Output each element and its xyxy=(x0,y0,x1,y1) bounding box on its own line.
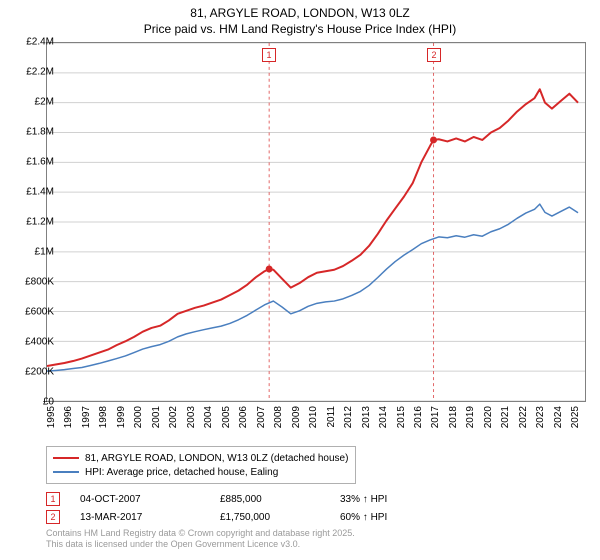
x-tick-label: 2023 xyxy=(535,406,546,428)
x-tick-label: 2019 xyxy=(465,406,476,428)
x-tick-label: 2003 xyxy=(186,406,197,428)
x-tick-label: 2008 xyxy=(273,406,284,428)
legend-swatch xyxy=(53,457,79,459)
x-tick-label: 1999 xyxy=(116,406,127,428)
footer: Contains HM Land Registry data © Crown c… xyxy=(46,528,355,551)
x-tick-label: 2009 xyxy=(291,406,302,428)
x-tick-label: 2020 xyxy=(483,406,494,428)
legend: 81, ARGYLE ROAD, LONDON, W13 0LZ (detach… xyxy=(46,446,586,484)
y-tick-label: £1.2M xyxy=(26,217,54,228)
x-tick-label: 2010 xyxy=(308,406,319,428)
x-tick-label: 2014 xyxy=(378,406,389,428)
x-tick-label: 2001 xyxy=(151,406,162,428)
y-tick-label: £200K xyxy=(25,367,54,378)
chart-svg xyxy=(47,43,585,401)
y-tick-label: £1.4M xyxy=(26,187,54,198)
legend-row: HPI: Average price, detached house, Eali… xyxy=(53,465,349,479)
legend-row: 81, ARGYLE ROAD, LONDON, W13 0LZ (detach… xyxy=(53,451,349,465)
sale-marker-badge: 1 xyxy=(262,48,276,62)
annotation-row: 1 04-OCT-2007 £885,000 33% ↑ HPI xyxy=(46,490,586,508)
annotation-price: £885,000 xyxy=(220,494,320,505)
y-tick-label: £2.2M xyxy=(26,67,54,78)
x-tick-label: 2022 xyxy=(518,406,529,428)
title-line-1: 81, ARGYLE ROAD, LONDON, W13 0LZ xyxy=(0,6,600,22)
footer-line-2: This data is licensed under the Open Gov… xyxy=(46,539,355,550)
sale-marker-badge: 2 xyxy=(427,48,441,62)
y-tick-label: £1.8M xyxy=(26,127,54,138)
legend-label: 81, ARGYLE ROAD, LONDON, W13 0LZ (detach… xyxy=(85,453,348,464)
y-tick-label: £1.6M xyxy=(26,157,54,168)
x-tick-label: 2005 xyxy=(221,406,232,428)
annotation-date: 13-MAR-2017 xyxy=(80,512,200,523)
x-tick-label: 1998 xyxy=(98,406,109,428)
y-tick-label: £400K xyxy=(25,337,54,348)
x-tick-label: 2025 xyxy=(570,406,581,428)
x-tick-label: 2021 xyxy=(500,406,511,428)
x-tick-label: 1995 xyxy=(46,406,57,428)
title-block: 81, ARGYLE ROAD, LONDON, W13 0LZ Price p… xyxy=(0,0,600,37)
x-tick-label: 2011 xyxy=(326,406,337,428)
x-tick-label: 2007 xyxy=(256,406,267,428)
legend-box: 81, ARGYLE ROAD, LONDON, W13 0LZ (detach… xyxy=(46,446,356,484)
annotation-date: 04-OCT-2007 xyxy=(80,494,200,505)
x-tick-label: 2000 xyxy=(133,406,144,428)
sale-annotations: 1 04-OCT-2007 £885,000 33% ↑ HPI 2 13-MAR-201… xyxy=(46,490,586,526)
chart-plot-area xyxy=(46,42,586,402)
x-tick-label: 2006 xyxy=(238,406,249,428)
title-line-2: Price paid vs. HM Land Registry's House … xyxy=(0,22,600,38)
x-tick-label: 2012 xyxy=(343,406,354,428)
y-tick-label: £1M xyxy=(35,247,54,258)
x-tick-label: 1997 xyxy=(81,406,92,428)
x-tick-label: 2004 xyxy=(203,406,214,428)
y-tick-label: £600K xyxy=(25,307,54,318)
x-tick-label: 2015 xyxy=(396,406,407,428)
annotation-badge: 2 xyxy=(46,510,60,524)
legend-label: HPI: Average price, detached house, Eali… xyxy=(85,467,278,478)
footer-line-1: Contains HM Land Registry data © Crown c… xyxy=(46,528,355,539)
annotation-delta: 33% ↑ HPI xyxy=(340,494,430,505)
annotation-price: £1,750,000 xyxy=(220,512,320,523)
annotation-row: 2 13-MAR-2017 £1,750,000 60% ↑ HPI xyxy=(46,508,586,526)
chart-container: 81, ARGYLE ROAD, LONDON, W13 0LZ Price p… xyxy=(0,0,600,560)
y-tick-label: £2.4M xyxy=(26,37,54,48)
x-tick-label: 2013 xyxy=(361,406,372,428)
x-tick-label: 1996 xyxy=(63,406,74,428)
annotation-delta: 60% ↑ HPI xyxy=(340,512,430,523)
y-tick-label: £2M xyxy=(35,97,54,108)
annotation-badge: 1 xyxy=(46,492,60,506)
legend-swatch xyxy=(53,471,79,473)
x-tick-label: 2002 xyxy=(168,406,179,428)
y-tick-label: £800K xyxy=(25,277,54,288)
x-tick-label: 2016 xyxy=(413,406,424,428)
x-tick-label: 2017 xyxy=(430,406,441,428)
x-tick-label: 2024 xyxy=(553,406,564,428)
x-tick-label: 2018 xyxy=(448,406,459,428)
